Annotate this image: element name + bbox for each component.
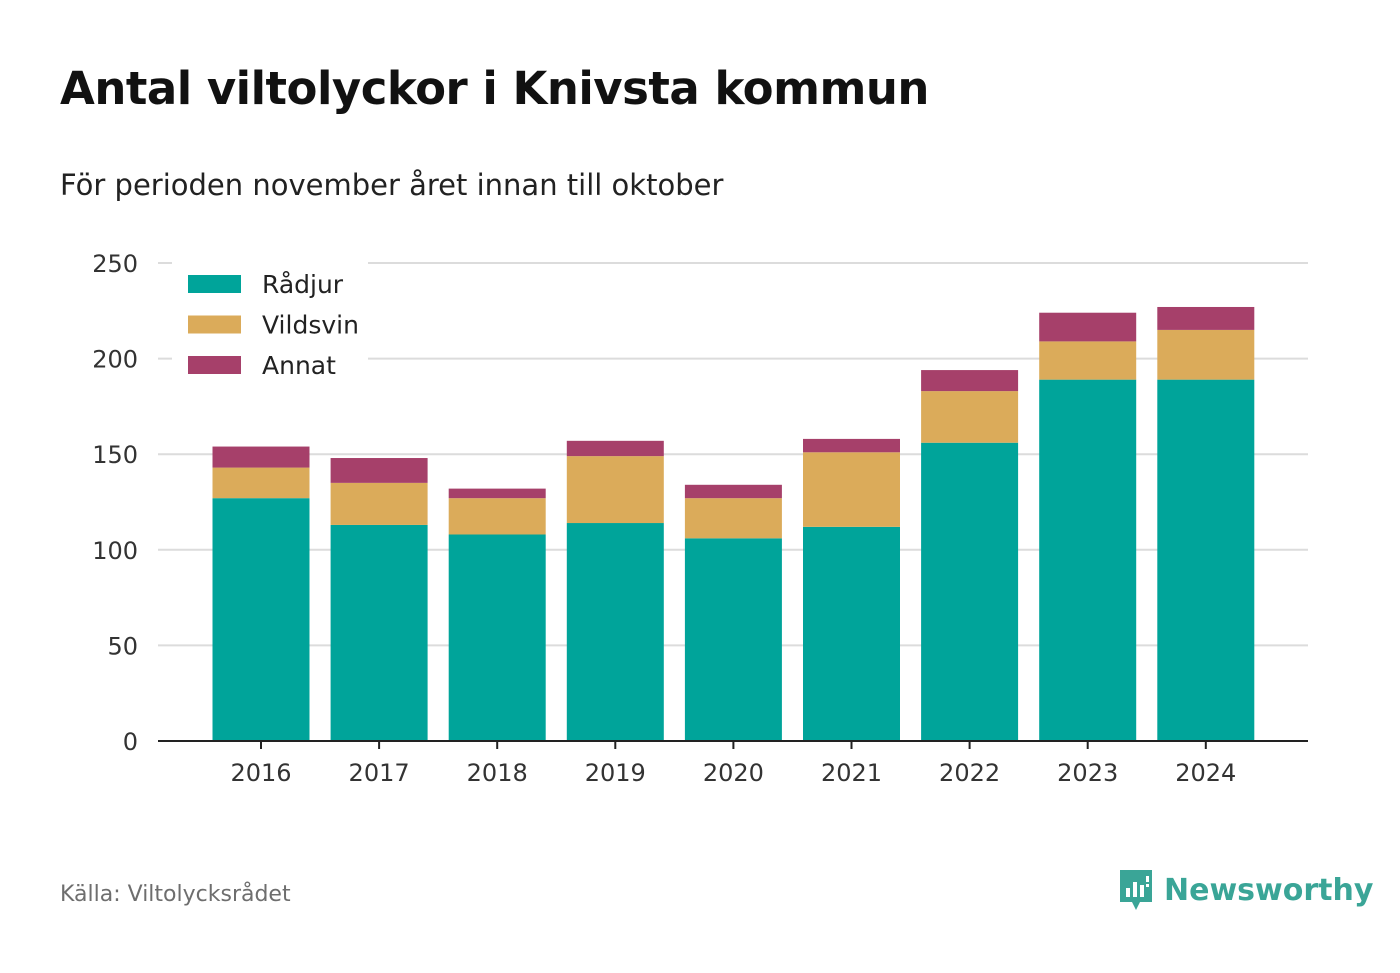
bar-annat-2018 [448, 488, 546, 499]
bar-annat-2023 [1039, 312, 1137, 342]
bar-vildsvin-2024 [1157, 329, 1255, 380]
bar-rådjur-2018 [448, 534, 546, 741]
x-tick-label: 2022 [939, 759, 1000, 787]
bar-vildsvin-2022 [921, 391, 1019, 443]
bar-vildsvin-2016 [212, 467, 310, 499]
bar-vildsvin-2018 [448, 498, 546, 535]
bar-annat-2016 [212, 446, 310, 468]
bar-vildsvin-2023 [1039, 341, 1137, 380]
bar-annat-2020 [684, 484, 782, 499]
source-note: Källa: Viltolycksrådet [60, 882, 291, 907]
chart-title: Antal viltolyckor i Knivsta kommun [60, 62, 929, 115]
y-tick-label: 100 [92, 537, 138, 565]
chart-subtitle: För perioden november året innan till ok… [60, 168, 724, 202]
bar-annat-2024 [1157, 306, 1255, 330]
y-tick-label: 50 [107, 632, 138, 660]
bar-rådjur-2016 [212, 498, 310, 741]
bar-chart-speech-bubble-icon [1120, 870, 1152, 910]
x-tick-label: 2024 [1175, 759, 1236, 787]
legend-swatch [188, 356, 241, 374]
bar-rådjur-2017 [330, 524, 428, 741]
legend-label: Annat [262, 351, 336, 380]
y-tick-label: 150 [92, 441, 138, 469]
x-tick-label: 2021 [821, 759, 882, 787]
newsworthy-logo: Newsworthy [1118, 868, 1373, 912]
y-tick-label: 0 [123, 728, 138, 756]
y-tick-label: 250 [92, 250, 138, 278]
legend-swatch [188, 275, 241, 293]
bar-annat-2021 [803, 438, 900, 453]
x-tick-label: 2018 [467, 759, 528, 787]
bar-rådjur-2019 [566, 523, 664, 741]
legend-swatch [188, 315, 241, 334]
x-tick-label: 2019 [585, 759, 646, 787]
bar-rådjur-2021 [803, 526, 900, 741]
x-tick-label: 2020 [703, 759, 764, 787]
x-tick-label: 2017 [349, 759, 410, 787]
y-tick-label: 200 [92, 346, 138, 374]
brand-name: Newsworthy [1164, 872, 1374, 908]
bar-rådjur-2023 [1039, 379, 1137, 741]
bar-rådjur-2022 [921, 442, 1019, 741]
x-tick-label: 2023 [1057, 759, 1118, 787]
bar-rådjur-2024 [1157, 379, 1255, 741]
bar-vildsvin-2020 [684, 498, 782, 539]
bar-annat-2019 [566, 440, 664, 457]
x-tick-label: 2016 [230, 759, 291, 787]
bar-vildsvin-2021 [803, 452, 900, 527]
legend-label: Rådjur [262, 270, 344, 299]
bar-annat-2017 [330, 458, 428, 483]
bar-vildsvin-2019 [566, 456, 664, 524]
bar-annat-2022 [921, 370, 1019, 392]
bar-vildsvin-2017 [330, 482, 428, 525]
bar-rådjur-2020 [684, 538, 782, 741]
legend-label: Vildsvin [262, 311, 359, 340]
